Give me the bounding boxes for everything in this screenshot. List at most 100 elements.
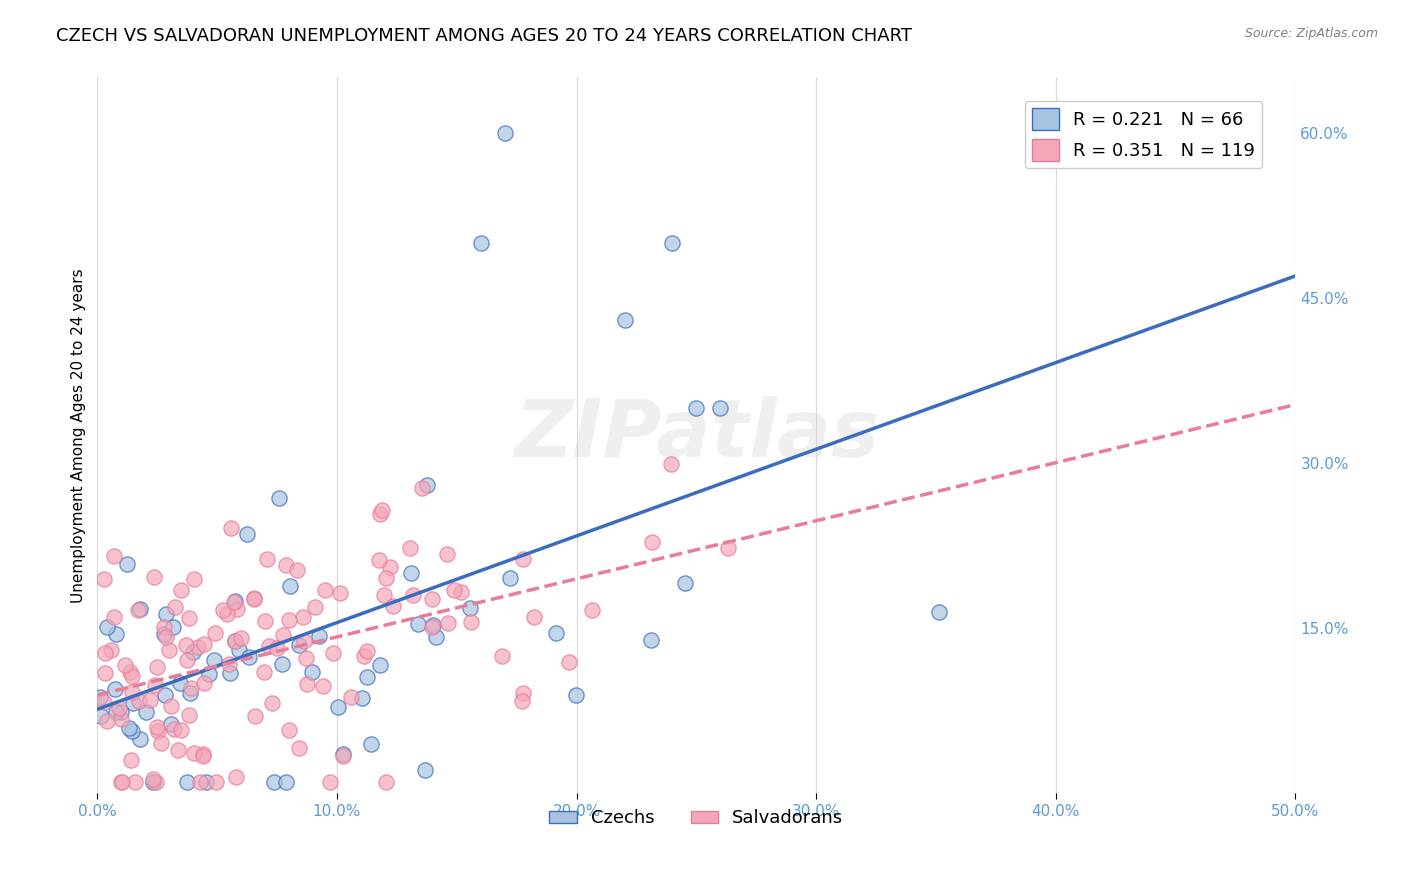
Point <box>329 585 352 599</box>
Point <box>110 705 132 719</box>
Point <box>415 763 437 777</box>
Point <box>124 775 146 789</box>
Point <box>326 700 349 714</box>
Point <box>374 775 396 789</box>
Point <box>368 553 391 567</box>
Point <box>105 705 128 719</box>
Point <box>155 630 177 644</box>
Point <box>198 667 221 681</box>
Point <box>160 698 183 713</box>
Point <box>118 721 141 735</box>
Point <box>110 775 132 789</box>
Point <box>304 599 326 614</box>
Point <box>121 696 143 710</box>
Point <box>93 695 115 709</box>
Point <box>659 458 682 472</box>
Point <box>143 678 166 692</box>
Point <box>163 722 186 736</box>
Point <box>292 634 315 648</box>
Point <box>153 688 176 702</box>
Point <box>266 641 288 656</box>
Point <box>170 583 193 598</box>
Point <box>450 585 472 599</box>
Point <box>242 591 264 605</box>
Point <box>115 558 138 572</box>
Point <box>277 613 299 627</box>
Text: ZIPatlas: ZIPatlas <box>515 396 879 475</box>
Point <box>288 638 311 652</box>
Point <box>111 775 134 789</box>
Point <box>352 690 374 705</box>
Point <box>411 481 433 495</box>
Point <box>470 235 492 250</box>
Point <box>225 770 247 784</box>
Point <box>228 643 250 657</box>
Point <box>100 643 122 657</box>
Point <box>236 527 259 541</box>
Point <box>187 640 209 654</box>
Point <box>183 746 205 760</box>
Point <box>422 619 444 633</box>
Point <box>142 772 165 786</box>
Point <box>263 775 285 789</box>
Point <box>121 684 143 698</box>
Point <box>181 645 204 659</box>
Point <box>167 743 190 757</box>
Point <box>155 607 177 622</box>
Point <box>512 686 534 700</box>
Point <box>271 628 294 642</box>
Point <box>460 615 482 629</box>
Point <box>256 552 278 566</box>
Point <box>276 558 298 573</box>
Point <box>93 572 115 586</box>
Point <box>308 629 330 643</box>
Point <box>565 688 588 702</box>
Point <box>176 638 198 652</box>
Point <box>89 690 111 705</box>
Point <box>108 700 131 714</box>
Point <box>332 749 354 764</box>
Point <box>110 712 132 726</box>
Point <box>193 637 215 651</box>
Point <box>135 706 157 720</box>
Point <box>332 747 354 761</box>
Point <box>162 620 184 634</box>
Point <box>152 620 174 634</box>
Point <box>717 541 740 555</box>
Point <box>640 633 662 648</box>
Point <box>245 709 267 723</box>
Point <box>269 491 291 506</box>
Point <box>581 603 603 617</box>
Point <box>368 657 391 672</box>
Point <box>292 610 315 624</box>
Point <box>356 670 378 684</box>
Point <box>142 570 165 584</box>
Point <box>458 600 481 615</box>
Point <box>120 753 142 767</box>
Point <box>212 602 235 616</box>
Point <box>398 541 420 555</box>
Text: Source: ZipAtlas.com: Source: ZipAtlas.com <box>1244 27 1378 40</box>
Point <box>558 655 581 669</box>
Point <box>262 696 284 710</box>
Point <box>205 775 228 789</box>
Point <box>150 735 173 749</box>
Point <box>127 602 149 616</box>
Point <box>242 592 264 607</box>
Point <box>288 741 311 756</box>
Point <box>641 535 664 549</box>
Point <box>193 676 215 690</box>
Point <box>368 507 391 521</box>
Point <box>224 633 246 648</box>
Point <box>416 478 439 492</box>
Point <box>274 775 297 789</box>
Point <box>401 588 423 602</box>
Point <box>152 627 174 641</box>
Point <box>176 775 198 789</box>
Point <box>93 646 115 660</box>
Point <box>163 600 186 615</box>
Point <box>229 631 252 645</box>
Point <box>103 549 125 564</box>
Point <box>494 126 516 140</box>
Point <box>928 605 950 619</box>
